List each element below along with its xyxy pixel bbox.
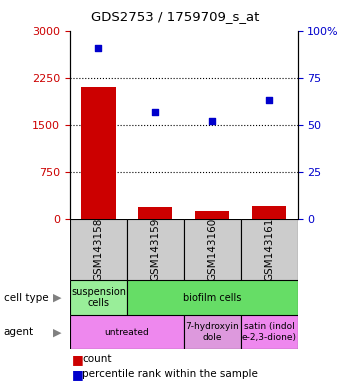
Text: biofilm cells: biofilm cells (183, 293, 242, 303)
Bar (252, 206, 286, 219)
Text: agent: agent (4, 327, 34, 337)
Bar (138, 207, 172, 219)
Bar (184, 315, 241, 349)
Bar (127, 280, 298, 315)
Bar (70, 280, 127, 315)
Point (96, 45, 101, 51)
Point (209, 118, 215, 124)
Text: ▶: ▶ (53, 327, 61, 337)
Text: GSM143161: GSM143161 (264, 218, 274, 281)
Point (266, 97, 272, 103)
Text: untreated: untreated (105, 328, 149, 337)
Bar (81, 87, 116, 219)
Bar (70, 219, 127, 280)
Bar (195, 211, 229, 219)
Text: ▶: ▶ (53, 293, 61, 303)
Text: ■: ■ (72, 368, 84, 381)
Bar (241, 315, 298, 349)
Bar (127, 219, 184, 280)
Text: cell type: cell type (4, 293, 48, 303)
Text: GSM143159: GSM143159 (150, 218, 160, 281)
Text: count: count (82, 354, 112, 364)
Text: GDS2753 / 1759709_s_at: GDS2753 / 1759709_s_at (91, 10, 259, 23)
Text: percentile rank within the sample: percentile rank within the sample (82, 369, 258, 379)
Text: GSM143158: GSM143158 (93, 218, 104, 281)
Text: suspension
cells: suspension cells (71, 287, 126, 308)
Bar (70, 315, 184, 349)
Text: satin (indol
e-2,3-dione): satin (indol e-2,3-dione) (241, 323, 296, 342)
Text: ■: ■ (72, 353, 84, 366)
Point (153, 109, 158, 115)
Text: 7-hydroxyin
dole: 7-hydroxyin dole (185, 323, 239, 342)
Bar (241, 219, 298, 280)
Bar (184, 219, 241, 280)
Text: GSM143160: GSM143160 (207, 218, 217, 281)
